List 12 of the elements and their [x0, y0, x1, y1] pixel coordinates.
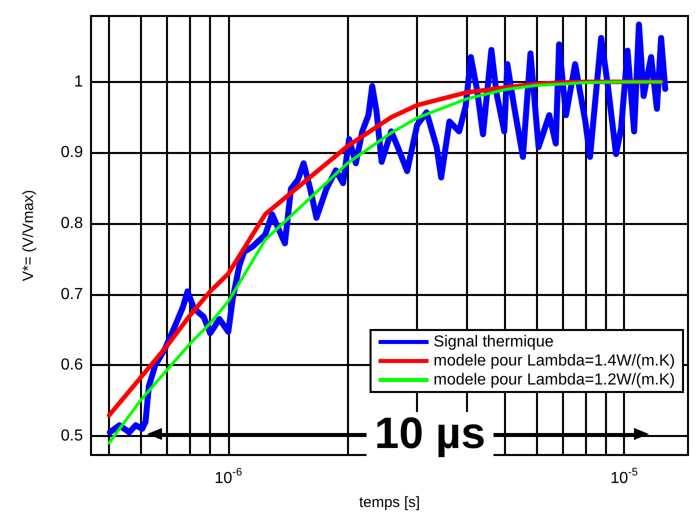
legend-label: modele pour Lambda=1.2W/(m.K) — [434, 372, 676, 388]
y-axis-title: V*= (V/Vmax) — [20, 190, 37, 282]
y-tick-label: 0.8 — [60, 214, 84, 232]
x-axis-title: temps [s] — [359, 494, 420, 511]
legend-label: Signal thermique — [434, 334, 554, 350]
y-tick-label: 1 — [74, 73, 84, 90]
annotation: 10 µs — [366, 409, 494, 458]
y-tick-label: 0.7 — [60, 286, 84, 303]
y-tick-label: 0.6 — [60, 356, 84, 374]
y-tick-label: 0.5 — [60, 427, 84, 444]
y-tick-label: 0.9 — [60, 144, 84, 162]
legend-label: modele pour Lambda=1.4W/(m.K) — [434, 352, 676, 370]
